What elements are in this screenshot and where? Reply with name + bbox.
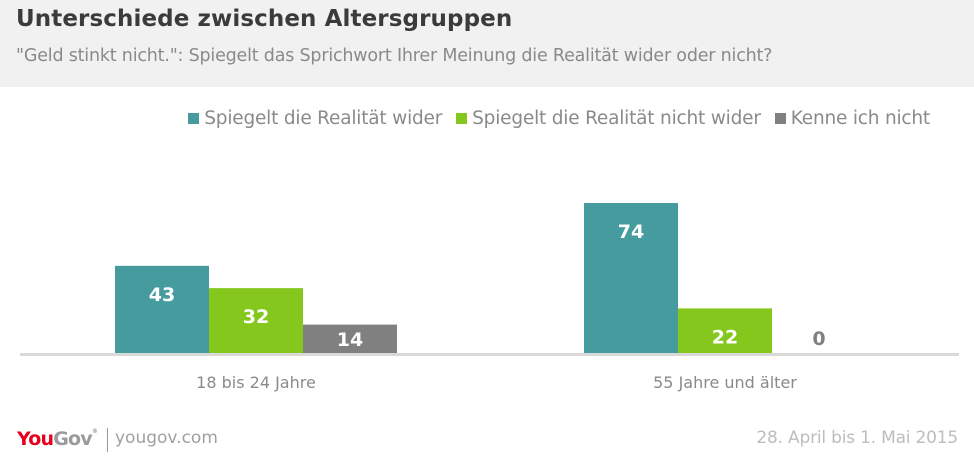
bar bbox=[584, 203, 678, 353]
legend-label-nicht-wider: Spiegelt die Realität nicht wider bbox=[472, 108, 761, 129]
x-axis-baseline bbox=[20, 353, 959, 356]
x-tick-label: 18 bis 24 Jahre bbox=[196, 373, 316, 392]
legend-swatch-nicht-wider bbox=[456, 113, 468, 124]
legend-swatch-wider bbox=[188, 113, 200, 124]
data-label: 32 bbox=[243, 306, 269, 328]
bar bbox=[209, 288, 303, 353]
header-band: Unterschiede zwischen Altersgruppen "Gel… bbox=[0, 0, 974, 87]
logo-registered-mark: ® bbox=[91, 428, 98, 435]
legend-item-kenne-nicht: Kenne ich nicht bbox=[774, 108, 930, 129]
yougov-logo: YouGov® bbox=[17, 428, 98, 450]
footer-divider bbox=[107, 428, 108, 452]
data-label: 74 bbox=[618, 221, 644, 243]
data-label: 0 bbox=[812, 328, 825, 350]
legend: Spiegelt die Realität wider Spiegelt die… bbox=[174, 108, 930, 129]
chart-subtitle: "Geld stinkt nicht.": Spiegelt das Spric… bbox=[16, 46, 773, 66]
logo-gov-text: Gov bbox=[53, 428, 92, 450]
legend-label-kenne-nicht: Kenne ich nicht bbox=[790, 108, 930, 129]
legend-item-nicht-wider: Spiegelt die Realität nicht wider bbox=[456, 108, 761, 129]
footer-date: 28. April bis 1. Mai 2015 bbox=[756, 428, 958, 448]
chart-title: Unterschiede zwischen Altersgruppen bbox=[16, 6, 513, 32]
legend-item-wider: Spiegelt die Realität wider bbox=[188, 108, 442, 129]
x-tick-label: 55 Jahre und älter bbox=[653, 373, 797, 392]
bar bbox=[303, 324, 397, 353]
legend-label-wider: Spiegelt die Realität wider bbox=[204, 108, 443, 129]
footer-url: yougov.com bbox=[115, 428, 218, 448]
bar bbox=[115, 265, 209, 353]
data-label: 14 bbox=[337, 329, 363, 351]
legend-swatch-kenne-nicht bbox=[774, 113, 786, 124]
logo-you-text: You bbox=[17, 428, 54, 450]
data-label: 43 bbox=[149, 284, 175, 306]
bar bbox=[678, 308, 772, 353]
data-label: 22 bbox=[712, 326, 738, 348]
